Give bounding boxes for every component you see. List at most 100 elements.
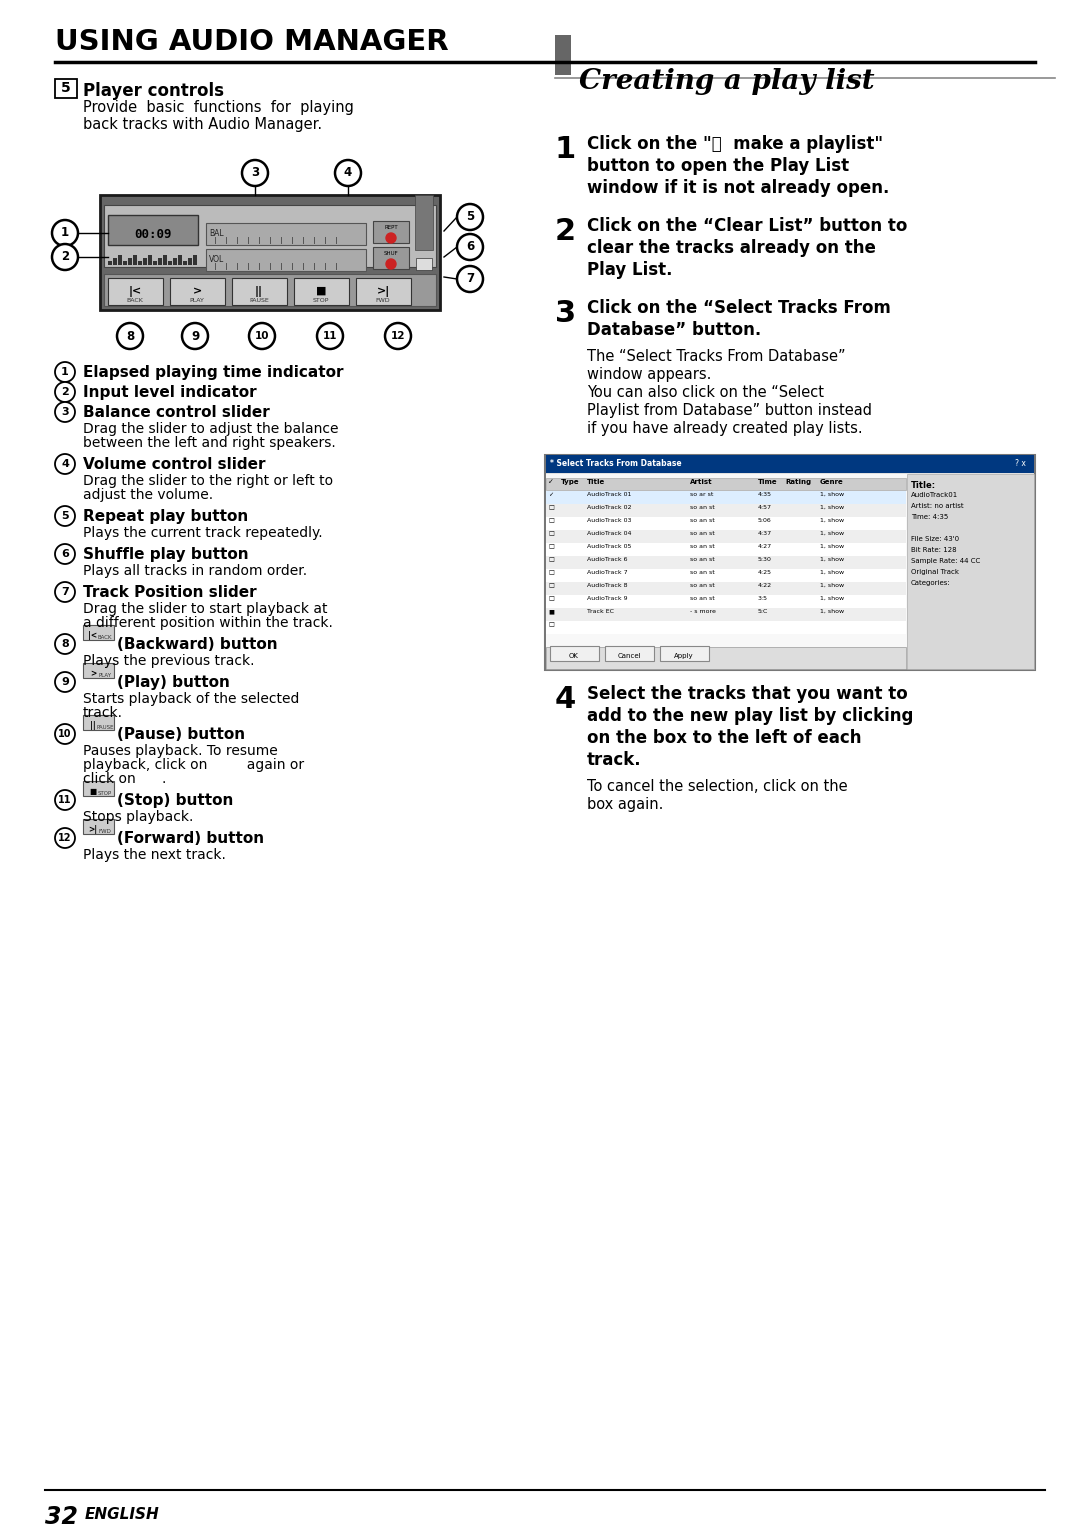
Bar	[123, 261, 126, 265]
Text: 7: 7	[62, 588, 69, 597]
Text: >|: >|	[89, 825, 97, 834]
Bar	[546, 569, 906, 581]
Bar	[143, 258, 147, 265]
Text: Select the tracks that you want to: Select the tracks that you want to	[588, 686, 908, 703]
Circle shape	[52, 219, 78, 245]
Text: Time: 4:35: Time: 4:35	[912, 514, 948, 520]
Circle shape	[55, 828, 75, 848]
Bar	[148, 255, 151, 265]
Circle shape	[55, 382, 75, 402]
Text: PAUSE: PAUSE	[249, 298, 269, 304]
FancyBboxPatch shape	[206, 249, 366, 272]
Bar	[153, 261, 157, 265]
Text: □: □	[548, 621, 554, 627]
Text: 1, show: 1, show	[820, 609, 845, 614]
Text: □: □	[548, 557, 554, 561]
Bar	[133, 255, 136, 265]
Text: USING AUDIO MANAGER: USING AUDIO MANAGER	[55, 28, 448, 57]
FancyBboxPatch shape	[545, 456, 1035, 670]
FancyBboxPatch shape	[605, 646, 653, 661]
Text: 1: 1	[555, 135, 577, 164]
Text: 9: 9	[191, 330, 199, 342]
Text: 6: 6	[62, 549, 69, 558]
Text: 12: 12	[58, 833, 71, 844]
Text: 1, show: 1, show	[820, 557, 845, 561]
Bar	[138, 261, 141, 265]
Bar	[178, 255, 181, 265]
Text: 8: 8	[126, 330, 134, 342]
Circle shape	[242, 160, 268, 186]
FancyBboxPatch shape	[355, 278, 410, 305]
Text: click on      .: click on .	[83, 772, 166, 785]
Bar	[183, 261, 187, 265]
FancyBboxPatch shape	[82, 663, 113, 678]
Text: back tracks with Audio Manager.: back tracks with Audio Manager.	[83, 117, 322, 132]
Text: 32: 32	[45, 1505, 78, 1529]
Text: |<: |<	[129, 285, 141, 298]
Text: □: □	[548, 518, 554, 523]
Circle shape	[386, 233, 396, 242]
Bar	[546, 543, 906, 555]
Text: - s more: - s more	[690, 609, 716, 614]
Text: Apply: Apply	[674, 653, 693, 660]
FancyBboxPatch shape	[104, 275, 436, 305]
Text: AudioTrack 02: AudioTrack 02	[588, 505, 632, 509]
Text: 1, show: 1, show	[820, 545, 845, 549]
Text: Time: Time	[758, 479, 778, 485]
Text: ■: ■	[90, 787, 96, 796]
Text: OK: OK	[569, 653, 579, 660]
Bar	[907, 474, 1034, 669]
Text: window appears.: window appears.	[588, 367, 712, 382]
Text: so an st: so an st	[690, 571, 715, 575]
Circle shape	[55, 634, 75, 653]
Text: □: □	[548, 583, 554, 588]
FancyBboxPatch shape	[82, 715, 113, 730]
Text: Starts playback of the selected: Starts playback of the selected	[83, 692, 299, 706]
Text: (Stop) button: (Stop) button	[117, 793, 233, 808]
FancyBboxPatch shape	[373, 247, 409, 268]
Text: 4:22: 4:22	[758, 583, 772, 588]
Text: 5:30: 5:30	[758, 557, 772, 561]
Circle shape	[55, 724, 75, 744]
Text: REPT: REPT	[384, 225, 397, 230]
Text: PLAY: PLAY	[190, 298, 204, 304]
Bar	[415, 195, 433, 250]
Text: 12: 12	[391, 331, 405, 341]
Circle shape	[249, 324, 275, 350]
FancyBboxPatch shape	[108, 215, 198, 245]
Text: ✓: ✓	[548, 492, 553, 497]
Text: □: □	[548, 597, 554, 601]
FancyBboxPatch shape	[373, 221, 409, 242]
FancyBboxPatch shape	[231, 278, 286, 305]
Text: Sample Rate: 44 CC: Sample Rate: 44 CC	[912, 558, 981, 565]
Text: AudioTrack 03: AudioTrack 03	[588, 518, 632, 523]
Text: add to the new play list by clicking: add to the new play list by clicking	[588, 707, 914, 726]
Text: ■: ■	[315, 285, 326, 296]
Bar	[173, 258, 176, 265]
Text: PLAY: PLAY	[98, 673, 111, 678]
Text: >|: >|	[376, 285, 390, 298]
Text: 1, show: 1, show	[820, 583, 845, 588]
Text: To cancel the selection, click on the: To cancel the selection, click on the	[588, 779, 848, 795]
Text: ✓: ✓	[548, 479, 554, 485]
Bar	[546, 505, 906, 517]
Text: 1, show: 1, show	[820, 505, 845, 509]
Text: File Size: 43'0: File Size: 43'0	[912, 535, 959, 542]
Circle shape	[52, 244, 78, 270]
Text: Volume control slider: Volume control slider	[83, 457, 266, 472]
Text: button to open the Play List: button to open the Play List	[588, 156, 849, 175]
Text: Title: Title	[588, 479, 605, 485]
Text: so an st: so an st	[690, 583, 715, 588]
Text: 3:5: 3:5	[758, 597, 768, 601]
Text: Plays the next track.: Plays the next track.	[83, 848, 226, 862]
Circle shape	[335, 160, 361, 186]
Text: track.: track.	[83, 706, 123, 719]
Text: 4:25: 4:25	[758, 571, 772, 575]
Text: Elapsed playing time indicator: Elapsed playing time indicator	[83, 365, 343, 380]
Circle shape	[55, 362, 75, 382]
Text: 1: 1	[62, 367, 69, 377]
Circle shape	[117, 324, 143, 350]
Text: 1: 1	[60, 227, 69, 239]
Text: SHUF: SHUF	[383, 252, 399, 256]
Text: Repeat play button: Repeat play button	[83, 509, 248, 525]
